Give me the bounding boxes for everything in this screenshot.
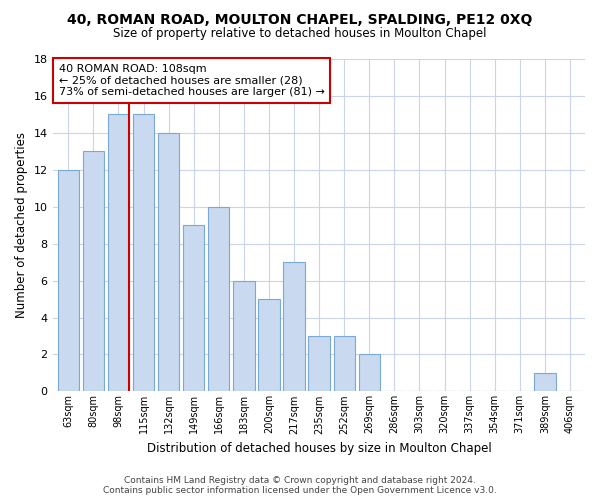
Bar [183,225,205,392]
Bar [58,170,79,392]
Bar [334,336,355,392]
Bar [108,114,129,392]
Bar [283,262,305,392]
Text: Size of property relative to detached houses in Moulton Chapel: Size of property relative to detached ho… [113,28,487,40]
Bar [133,114,154,392]
Bar [534,373,556,392]
Y-axis label: Number of detached properties: Number of detached properties [15,132,28,318]
Bar [258,299,280,392]
Bar [359,354,380,392]
Bar [308,336,330,392]
Text: 40 ROMAN ROAD: 108sqm
← 25% of detached houses are smaller (28)
73% of semi-deta: 40 ROMAN ROAD: 108sqm ← 25% of detached … [59,64,325,97]
Bar [158,133,179,392]
Text: 40, ROMAN ROAD, MOULTON CHAPEL, SPALDING, PE12 0XQ: 40, ROMAN ROAD, MOULTON CHAPEL, SPALDING… [67,12,533,26]
X-axis label: Distribution of detached houses by size in Moulton Chapel: Distribution of detached houses by size … [147,442,491,455]
Bar [208,206,229,392]
Bar [83,152,104,392]
Bar [233,280,254,392]
Text: Contains HM Land Registry data © Crown copyright and database right 2024.
Contai: Contains HM Land Registry data © Crown c… [103,476,497,495]
